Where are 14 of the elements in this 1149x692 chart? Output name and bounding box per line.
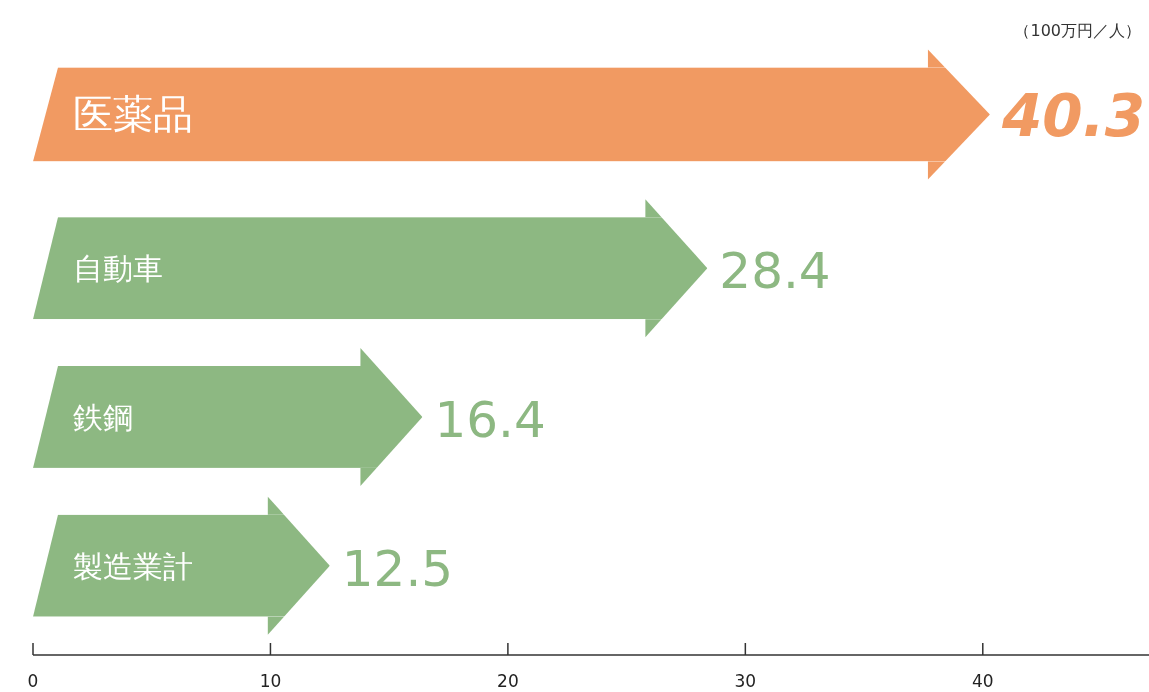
x-tick-label: 40: [971, 671, 994, 691]
y-tick-label: 鉄鋼: [73, 399, 133, 435]
data-label: 28.4: [719, 242, 831, 301]
x-tick-label: 30: [734, 671, 757, 691]
x-tick-label: 10: [259, 671, 282, 691]
y-tick-label: 自動車: [73, 251, 163, 287]
data-label: 16.4: [434, 390, 546, 449]
y-tick-label: 医薬品: [73, 91, 193, 138]
data-label: 12.5: [341, 539, 454, 598]
text: （100万円／人）: [1014, 21, 1141, 40]
data-label: 40.3: [1000, 82, 1146, 151]
y-tick-label: 製造業計: [73, 548, 193, 584]
x-tick-label: 0: [27, 671, 39, 691]
x-tick-label: 20: [497, 671, 519, 691]
